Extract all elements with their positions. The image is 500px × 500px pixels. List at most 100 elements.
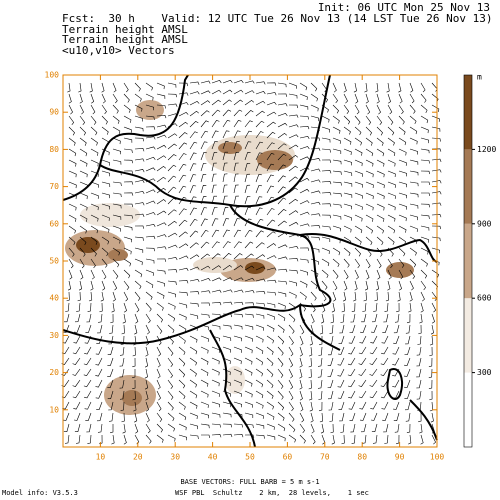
wind-barb: [299, 115, 309, 120]
wind-barb: [222, 184, 228, 194]
wind-barb: [266, 390, 274, 399]
wind-barb: [79, 258, 85, 269]
wind-barb: [222, 401, 231, 408]
wind-barb: [110, 313, 114, 324]
wind-barb: [61, 368, 70, 376]
wind-barb: [123, 137, 133, 143]
wind-barb: [189, 254, 200, 260]
wind-barb: [431, 158, 442, 163]
wind-barb: [233, 313, 243, 318]
wind-barb: [97, 423, 103, 433]
wind-barb: [244, 277, 255, 282]
wind-barb: [318, 390, 323, 400]
wind-barb: [96, 401, 103, 410]
wind-barb: [156, 144, 167, 150]
wind-barb: [397, 291, 401, 302]
wind-barb: [431, 225, 441, 230]
wind-barb: [365, 115, 372, 125]
wind-barb: [132, 357, 136, 368]
wind-barb: [79, 269, 84, 280]
wind-barb: [167, 133, 178, 139]
wind-barb: [200, 346, 209, 354]
wind-barb: [369, 379, 378, 387]
wind-barb: [134, 313, 139, 324]
wind-barb: [233, 412, 243, 418]
wind-barb: [76, 434, 81, 444]
wind-barb: [244, 163, 251, 172]
wind-barb: [288, 401, 294, 412]
wind-barb: [266, 267, 277, 271]
wind-barb: [68, 181, 77, 189]
wind-barb: [178, 174, 187, 183]
init-time: Init: 06 UTC Mon 25 Nov 13: [318, 1, 490, 14]
wind-barb: [429, 390, 433, 401]
wind-barb: [167, 269, 178, 273]
wind-barb: [90, 236, 98, 245]
wind-barb: [123, 126, 132, 133]
wind-barb: [266, 346, 274, 355]
wind-barb: [255, 423, 265, 429]
wind-barb: [189, 335, 198, 343]
wind-barb: [68, 247, 75, 257]
wind-barb: [288, 280, 297, 287]
wind-barb: [409, 104, 416, 114]
wind-barb: [211, 241, 220, 249]
wind-barb: [255, 324, 264, 331]
wind-barb: [132, 369, 136, 379]
wind-barb: [409, 214, 418, 221]
wind-barb: [178, 302, 188, 309]
y-tick-label: 60: [49, 219, 59, 228]
wind-barb: [145, 146, 156, 150]
wind-barb: [362, 434, 367, 444]
wind-barb: [112, 115, 120, 124]
wind-barb: [145, 247, 155, 252]
wind-barb: [68, 148, 77, 157]
wind-barb: [277, 335, 285, 345]
wind-barb: [277, 186, 286, 194]
wind-barb: [112, 214, 122, 220]
wind-barb: [101, 247, 109, 257]
wind-barb: [343, 159, 352, 166]
wind-barb: [211, 423, 221, 428]
wind-barb: [266, 255, 277, 260]
wind-barb: [277, 390, 284, 400]
wind-barb: [178, 112, 189, 117]
wind-barb: [156, 82, 165, 90]
wind-barb: [327, 379, 334, 388]
wind-barb: [110, 424, 114, 434]
wind-barb: [178, 346, 186, 356]
wind-barb: [365, 236, 373, 246]
wind-barb: [277, 302, 286, 310]
wind-barb: [200, 174, 207, 183]
wind-barb: [97, 324, 103, 334]
wind-barb: [189, 379, 197, 388]
wind-barb: [244, 434, 255, 438]
wind-barb: [383, 313, 389, 323]
wind-barb: [288, 434, 296, 443]
wind-barb: [119, 379, 125, 389]
wind-barb: [431, 236, 441, 242]
wind-barb: [409, 159, 419, 165]
colorbar: 300 600 900 1200 m: [463, 73, 496, 448]
wind-barb: [84, 346, 92, 355]
wind-barb: [354, 93, 359, 104]
wind-barb: [266, 101, 277, 106]
wind-barb: [416, 390, 422, 400]
wind-barb: [266, 423, 275, 430]
wind-barb: [343, 93, 348, 104]
wind-barb: [233, 120, 242, 128]
wind-barb: [409, 137, 418, 145]
wind-barb: [211, 120, 220, 128]
wind-barb: [332, 170, 342, 175]
wind-barb: [72, 357, 81, 365]
wind-barb: [321, 137, 331, 143]
wind-barb: [370, 401, 378, 410]
wind-barb: [393, 401, 400, 410]
wind-barb: [308, 357, 312, 368]
wind-barb: [145, 156, 156, 161]
wind-barb: [211, 301, 222, 306]
wind-barb: [90, 137, 98, 146]
wind-barb: [178, 368, 186, 378]
wind-barb: [310, 236, 320, 241]
